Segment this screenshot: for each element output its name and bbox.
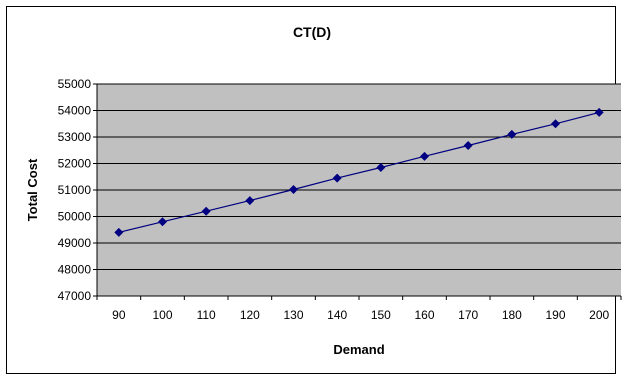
y-tick-label: 55000 [58, 77, 92, 91]
y-tick-label: 49000 [58, 236, 92, 250]
data-point-180 [507, 129, 517, 139]
y-tick-label: 47000 [58, 289, 92, 303]
data-point-120 [245, 196, 255, 206]
series-line [118, 111, 600, 233]
y-axis-ticks: 47000 48000 49000 50000 51000 52000 53000 54000… [58, 77, 97, 303]
data-point-90 [114, 227, 124, 237]
y-tick-label: 48000 [58, 263, 92, 277]
y-tick-label: 54000 [58, 104, 92, 118]
data-point-130 [289, 184, 298, 194]
data-point-150 [376, 162, 386, 172]
x-axis-title: Demand [333, 342, 384, 357]
y-axis-title: Total Cost [25, 158, 40, 221]
x-tick-label-170: 170 [458, 308, 478, 322]
x-tick-label-190: 190 [545, 308, 565, 322]
data-point-160 [420, 151, 429, 161]
x-tick-label-200: 200 [589, 308, 609, 322]
x-tick-label-110: 110 [197, 308, 216, 322]
y-tick-label: 52000 [58, 157, 92, 171]
data-point-190 [551, 119, 560, 129]
x-tick-label-160: 160 [414, 308, 434, 322]
x-axis-ticks: 90 100 110 120 130 140 150 160 170 180 190 200 [96, 296, 622, 322]
y-tick-label: 53000 [58, 130, 92, 144]
data-point-100 [158, 217, 167, 227]
x-tick-label-100: 100 [152, 308, 172, 322]
x-tick-label-120: 120 [240, 308, 260, 322]
data-point-200 [594, 107, 604, 117]
y-tick-label: 51000 [58, 183, 92, 197]
x-tick-label-180: 180 [502, 308, 522, 322]
data-markers [114, 107, 604, 237]
gridlines [97, 83, 621, 270]
chart-title: CT(D) [293, 24, 331, 40]
data-point-110 [201, 206, 211, 216]
y-tick-label: 50000 [58, 210, 92, 224]
data-point-140 [332, 173, 342, 183]
x-tick-label-140: 140 [327, 308, 347, 322]
data-point-170 [463, 140, 473, 150]
x-tick-label-150: 150 [371, 308, 391, 322]
x-tick-label-90: 90 [112, 308, 126, 322]
x-tick-label-130: 130 [283, 308, 303, 322]
